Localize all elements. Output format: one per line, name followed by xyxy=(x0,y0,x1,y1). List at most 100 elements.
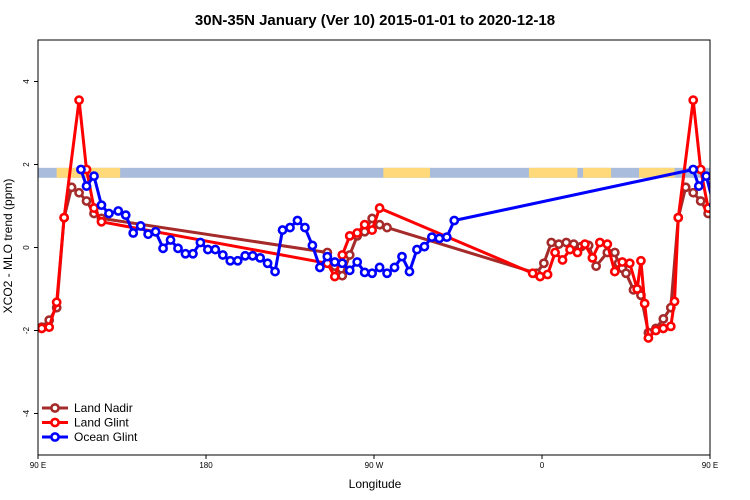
ocean-glint-point xyxy=(404,266,415,277)
ocean-glint-point xyxy=(225,255,236,266)
ocean-glint-point xyxy=(314,262,325,273)
ocean-glint-point xyxy=(232,255,243,266)
land-glint-point xyxy=(580,239,590,250)
ocean-glint-point xyxy=(89,171,99,182)
land-nadir-point xyxy=(609,247,620,258)
ocean-glint-point xyxy=(135,221,146,231)
ocean-glint-point xyxy=(734,212,741,219)
ocean-glint-point xyxy=(300,222,310,233)
ocean-glint-point xyxy=(285,222,295,233)
land-glint-point xyxy=(632,284,643,294)
legend-label: Ocean Glint xyxy=(74,430,138,444)
ocean-glint-point xyxy=(701,171,710,182)
ocean-glint-point xyxy=(727,207,734,214)
ocean-glint-point xyxy=(359,267,370,278)
ocean-band xyxy=(38,167,710,178)
land-nadir-point xyxy=(658,313,669,324)
ocean-glint-point xyxy=(158,243,168,254)
legend-swatch-marker xyxy=(50,417,60,428)
land-nadir-point xyxy=(546,237,557,248)
land-glint-point xyxy=(550,247,560,258)
ocean-glint-point xyxy=(165,235,176,245)
land-glint-point xyxy=(352,228,363,238)
ocean-glint-point xyxy=(329,257,340,267)
land-nadir-point xyxy=(382,222,392,233)
ocean-glint-line xyxy=(79,168,710,275)
land-nadir-point xyxy=(621,268,631,279)
ocean-glint-point xyxy=(412,244,422,255)
ocean-glint-point xyxy=(104,208,114,219)
ocean-glint-point xyxy=(322,251,333,262)
land-glint-point xyxy=(359,219,370,230)
y-axis-label: XCO2 - MLO trend (ppm) xyxy=(1,179,15,314)
ocean-glint-point xyxy=(742,229,749,236)
ocean-glint-point xyxy=(688,164,699,175)
land-nadir-point xyxy=(81,196,92,206)
ocean-glint-point xyxy=(247,250,258,261)
land-glint-point xyxy=(565,244,575,255)
legend-swatch-marker xyxy=(50,403,60,413)
ocean-glint-point xyxy=(188,248,198,259)
land-glint-point xyxy=(38,323,47,334)
ocean-glint-point xyxy=(352,257,363,267)
legend-swatch-marker xyxy=(50,432,60,442)
land-glint-line xyxy=(41,98,710,340)
legend-label: Land Glint xyxy=(74,416,129,430)
x-tick-label: 0 xyxy=(540,461,545,470)
land-nadir-point xyxy=(74,187,84,198)
ocean-glint-point xyxy=(344,265,355,276)
ocean-glint-point xyxy=(419,241,430,252)
land-band-segment xyxy=(528,167,578,178)
land-nadir-point xyxy=(591,261,602,272)
ocean-glint-point xyxy=(449,215,460,226)
land-glint-point xyxy=(44,322,55,333)
y-tick-label: 4 xyxy=(22,79,31,84)
series-ocean-glint xyxy=(76,164,749,279)
x-tick-label: 90 E xyxy=(702,461,718,470)
land-glint-point xyxy=(636,255,646,266)
ocean-glint-point xyxy=(217,250,228,260)
ocean-glint-point xyxy=(150,226,161,237)
land-glint-point xyxy=(74,95,84,106)
land-nadir-point xyxy=(538,258,549,269)
ocean-glint-point xyxy=(113,206,124,216)
land-glint-point xyxy=(329,271,340,282)
x-tick-label: 90 W xyxy=(365,461,384,470)
ocean-glint-point xyxy=(693,181,704,191)
land-nadir-point xyxy=(344,250,355,260)
land-glint-point xyxy=(650,325,661,336)
ocean-glint-point xyxy=(270,266,280,277)
y-tick-label: 2 xyxy=(22,162,31,167)
ocean-glint-point xyxy=(382,268,392,279)
legend-label: Land Nadir xyxy=(74,401,133,415)
land-glint-point xyxy=(59,212,70,223)
ocean-glint-point xyxy=(434,233,445,244)
land-nadir-point xyxy=(374,219,385,230)
land-nadir-point xyxy=(553,239,564,250)
land-glint-point xyxy=(712,218,719,225)
x-tick-label: 90 E xyxy=(30,461,46,470)
land-glint-point xyxy=(703,203,710,213)
land-glint-point xyxy=(367,225,378,235)
ocean-glint-point xyxy=(708,201,710,209)
ocean-glint-point xyxy=(389,262,400,273)
ocean-glint-point xyxy=(81,181,92,191)
axes: 90 E 180 90 W 0 90 E -4 -2 0 2 4 xyxy=(22,39,718,470)
legend-item-ocean-glint: Ocean Glint xyxy=(42,430,138,444)
ocean-glint-point xyxy=(277,225,288,235)
land-glint-point xyxy=(669,296,680,307)
x-axis-label: Longitude xyxy=(349,477,402,491)
ocean-glint-point xyxy=(143,229,154,240)
ocean-glint-point xyxy=(441,232,452,243)
series-land-glint xyxy=(38,95,719,343)
ocean-glint-point xyxy=(426,232,437,243)
land-glint-point xyxy=(658,323,669,334)
ocean-glint-point xyxy=(173,243,183,254)
land-nadir-point xyxy=(688,187,699,198)
ocean-glint-point xyxy=(337,258,348,269)
land-glint-point xyxy=(344,230,355,241)
land-ocean-band xyxy=(38,167,710,178)
land-glint-point xyxy=(609,266,620,277)
land-band-segment xyxy=(639,167,675,178)
land-glint-point xyxy=(572,247,583,258)
